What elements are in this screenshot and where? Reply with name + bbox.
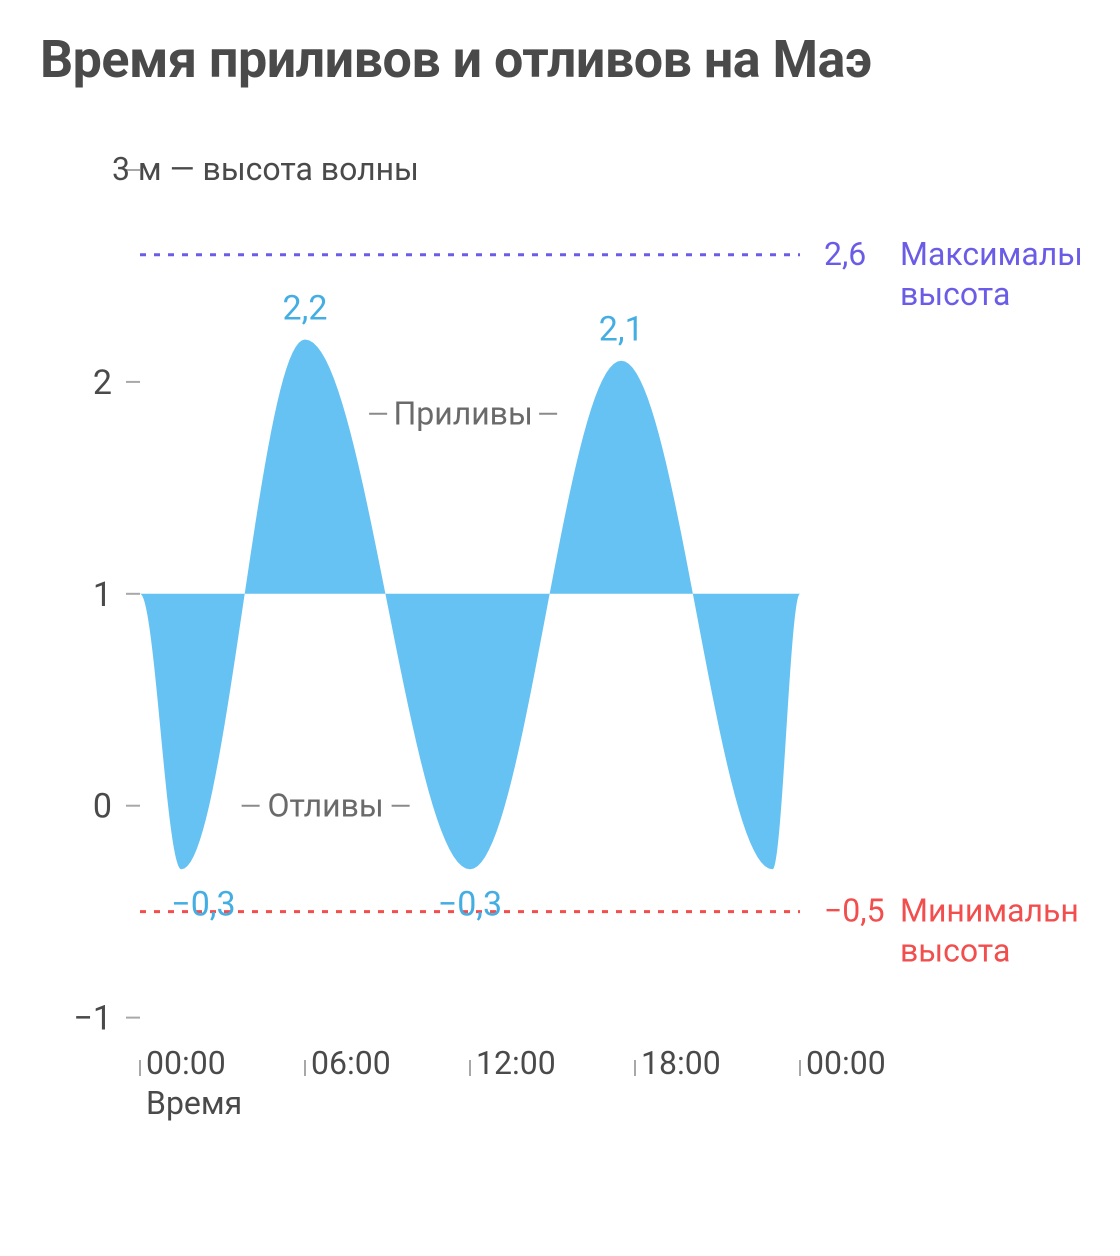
peak-label: −0,3	[438, 884, 502, 924]
chart-title: Время приливов и отливов на Маэ	[40, 30, 1080, 90]
x-tick-label: 12:00	[476, 1044, 556, 1082]
y-tick-label: 3 м — высота волны	[112, 150, 419, 188]
x-axis-caption: Время	[146, 1084, 242, 1122]
y-tick-label: 1	[93, 575, 112, 615]
x-tick-label: 18:00	[641, 1044, 721, 1082]
y-tick-label: 0	[93, 787, 112, 827]
x-tick-label: 06:00	[311, 1044, 391, 1082]
inline-label: Приливы	[393, 394, 532, 432]
max-height-label-2: высота	[900, 275, 1010, 313]
tide-chart-svg: 3 м — высота волны 2 1 0 −1 00:00 06:00 12:00 18…	[40, 130, 1080, 1130]
max-height-label-1: Максимальная	[900, 235, 1080, 273]
inline-label: Отливы	[268, 787, 384, 825]
min-height-label-1: Минимальная	[900, 891, 1080, 929]
peak-label: 2,1	[599, 310, 644, 350]
x-tick-label: 00:00	[146, 1044, 226, 1082]
chart-container: Время приливов и отливов на Маэ 3 м — вы…	[0, 0, 1120, 1256]
min-height-value: −0,5	[824, 891, 885, 929]
min-height-label-2: высота	[900, 931, 1010, 969]
peak-label: 2,2	[283, 288, 328, 328]
max-height-value: 2,6	[824, 235, 866, 273]
y-tick-label: −1	[73, 998, 112, 1038]
chart-area: 3 м — высота волны 2 1 0 −1 00:00 06:00 12:00 18…	[40, 130, 1080, 1130]
y-tick-label: 2	[93, 363, 112, 403]
peak-label: −0,3	[171, 884, 235, 924]
x-tick-label: 00:00	[806, 1044, 886, 1082]
